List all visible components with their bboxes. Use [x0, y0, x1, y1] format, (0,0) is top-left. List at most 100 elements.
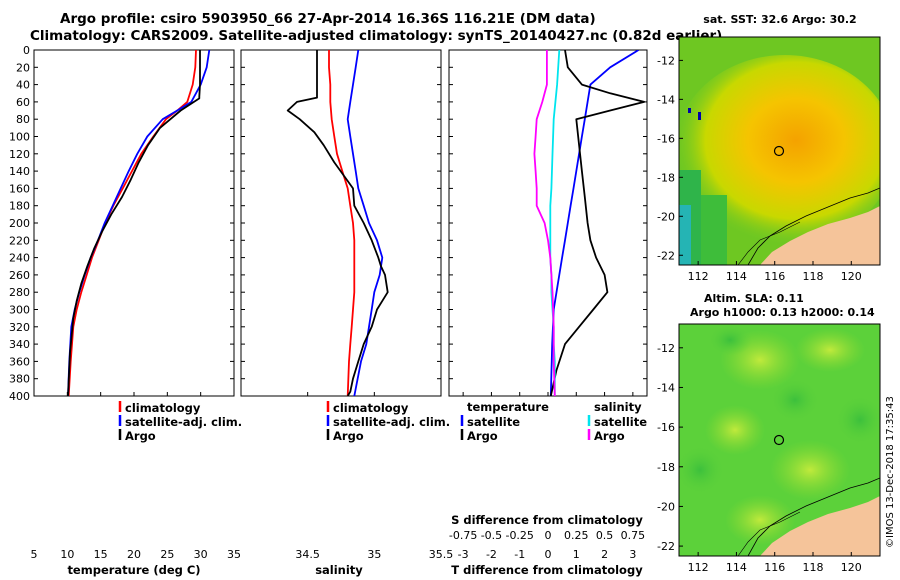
x-tick-label: 0 [545, 548, 552, 561]
map-x-tick-label: 112 [688, 561, 709, 574]
series-line-climatology [67, 50, 197, 396]
y-tick-label: 0 [23, 44, 30, 57]
sla-map-title-line2: Argo h1000: 0.13 h2000: 0.14 [690, 306, 875, 319]
x-tick-label: 34.5 [295, 548, 320, 561]
x-tick-label: 35 [227, 548, 241, 561]
y-tick-label: 240 [9, 252, 30, 265]
legend-label-argo: Argo [125, 429, 156, 443]
sst-map-title: sat. SST: 32.6 Argo: 30.2 [703, 13, 856, 26]
x-tick-label: 3 [629, 548, 636, 561]
australia-landmass [760, 206, 880, 265]
x-tick-label: 15 [94, 548, 108, 561]
y-tick-label: 40 [16, 79, 30, 92]
sst-map-image [679, 37, 880, 265]
x-tick-label: 5 [31, 548, 38, 561]
map-y-tick-label: -20 [657, 500, 675, 513]
figure-title-line1: Argo profile: csiro 5903950_66 27-Apr-20… [60, 11, 596, 27]
y-tick-label: 220 [9, 234, 30, 247]
legend-title-temperature: temperature [467, 400, 549, 414]
map-y-tick-label: -16 [657, 132, 675, 145]
series-line-argo [67, 50, 201, 396]
sla-map-image [679, 324, 880, 556]
map-y-tick-label: -12 [657, 342, 675, 355]
top-x-tick-label: -0.25 [505, 529, 533, 542]
top-x-tick-label: 0 [545, 529, 552, 542]
map-y-tick-label: -14 [657, 381, 675, 394]
legend-label-s-satellite: satellite [594, 415, 647, 429]
y-tick-label: 280 [9, 286, 30, 299]
series-line-satellite-adj-clim- [346, 50, 384, 396]
y-tick-label: 200 [9, 217, 30, 230]
x-tick-label: 1 [573, 548, 580, 561]
legend-label-satellite: satellite-adj. clim. [125, 415, 242, 429]
map-y-tick-label: -18 [657, 461, 675, 474]
map-y-tick-label: -12 [657, 54, 675, 67]
map-x-tick-label: 116 [764, 270, 785, 283]
top-x-tick-label: 0.5 [596, 529, 614, 542]
sla-map-panel: Altim. SLA: 0.11 Argo h1000: 0.13 h2000:… [657, 292, 881, 574]
salinity-legend: climatology satellite-adj. clim. Argo [326, 401, 450, 443]
y-tick-label: 320 [9, 321, 30, 334]
map-x-tick-label: 114 [726, 561, 747, 574]
legend-label-satellite: satellite-adj. clim. [333, 415, 450, 429]
y-tick-label: 380 [9, 373, 30, 386]
bathymetry-contour [747, 187, 880, 265]
legend-label-climatology: climatology [333, 401, 409, 415]
y-tick-label: 100 [9, 131, 30, 144]
map-x-tick-label: 116 [764, 561, 785, 574]
map-x-tick-label: 120 [841, 561, 862, 574]
series-line-t-argo [549, 50, 646, 396]
argo-location-marker [773, 145, 785, 157]
top-x-tick-label: 0.25 [564, 529, 589, 542]
y-tick-label: 360 [9, 355, 30, 368]
map-y-tick-label: -22 [657, 540, 675, 553]
argo-location-marker [773, 434, 785, 446]
x-tick-label: 20 [127, 548, 141, 561]
y-tick-label: 20 [16, 61, 30, 74]
sla-map-frame [678, 323, 881, 557]
temperature-xlabel: temperature (deg C) [67, 563, 200, 577]
y-tick-label: 120 [9, 148, 30, 161]
map-y-tick-label: -14 [657, 93, 675, 106]
y-tick-label: 160 [9, 182, 30, 195]
map-x-tick-label: 118 [803, 270, 824, 283]
y-tick-label: 260 [9, 269, 30, 282]
x-tick-label: -1 [514, 548, 525, 561]
x-tick-label: 35.5 [429, 548, 454, 561]
y-tick-label: 80 [16, 113, 30, 126]
difference-legend: temperature satellite Argo salinity sate… [460, 400, 647, 443]
top-x-tick-label: 0.75 [621, 529, 646, 542]
map-y-tick-label: -16 [657, 421, 675, 434]
temperature-panel: 0 20 40 60 80 100 120 140 160 180 200 220 240 260 280 3… [9, 44, 242, 577]
legend-label-argo: Argo [333, 429, 364, 443]
salinity-axes-frame [240, 49, 442, 397]
series-line-t-satellite [549, 50, 639, 396]
salinity-panel: 34.5 35 35.5 salinity climatology satellit… [240, 49, 454, 577]
legend-title-salinity: salinity [594, 400, 642, 414]
x-tick-label: -3 [458, 548, 469, 561]
salinity-xlabel: salinity [315, 563, 363, 577]
temperature-legend: climatology satellite-adj. clim. Argo [118, 401, 242, 443]
legend-label-climatology: climatology [125, 401, 201, 415]
map-y-tick-label: -18 [657, 171, 675, 184]
credit-stamp: ©IMOS 13-Dec-2018 17:35:43 [885, 396, 896, 548]
x-tick-label: 2 [601, 548, 608, 561]
difference-top-label: S difference from climatology [451, 513, 643, 527]
sst-map-frame [678, 36, 881, 266]
legend-label-s-argo: Argo [594, 429, 625, 443]
map-x-tick-label: 120 [841, 270, 862, 283]
map-x-tick-label: 118 [803, 561, 824, 574]
x-tick-label: 10 [60, 548, 74, 561]
top-x-tick-label: -0.5 [481, 529, 502, 542]
map-y-tick-label: -22 [657, 249, 675, 262]
legend-label-t-argo: Argo [467, 429, 498, 443]
x-tick-label: 30 [194, 548, 208, 561]
sst-map-panel: sat. SST: 32.6 Argo: 30.2 112 114 116 118 12… [657, 13, 881, 283]
x-tick-label: 25 [160, 548, 174, 561]
temperature-axes-frame [33, 49, 235, 397]
map-x-tick-label: 114 [726, 270, 747, 283]
y-tick-label: 180 [9, 200, 30, 213]
y-tick-label: 340 [9, 338, 30, 351]
difference-axes-frame [448, 49, 648, 397]
